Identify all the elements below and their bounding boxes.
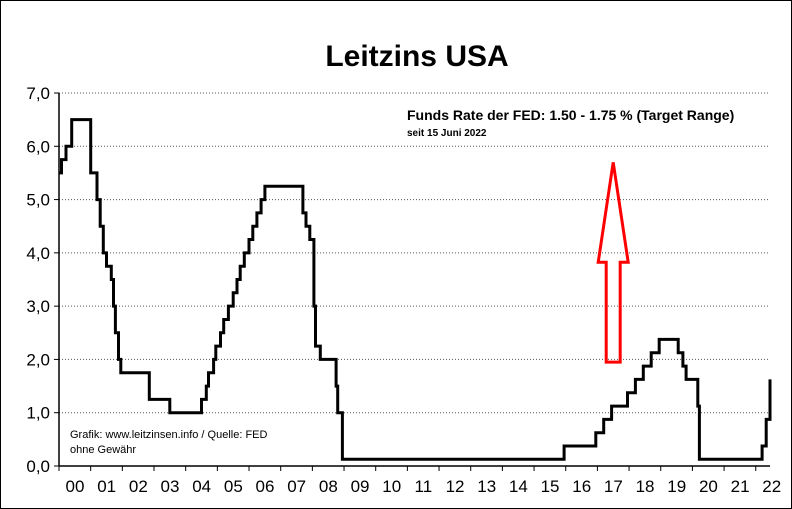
x-tick-label: 01 (97, 477, 116, 496)
funds-rate-annotation: Funds Rate der FED: 1.50 - 1.75 % (Targe… (407, 107, 734, 123)
y-tick-label: 4,0 (26, 244, 50, 263)
disclaimer: ohne Gewähr (70, 444, 136, 456)
x-tick-label: 09 (351, 477, 370, 496)
y-tick-label: 0,0 (26, 457, 50, 476)
x-tick-label: 17 (604, 477, 623, 496)
x-tick-label: 20 (699, 477, 718, 496)
x-tick-label: 04 (192, 477, 211, 496)
x-tick-label: 02 (129, 477, 148, 496)
x-tick-label: 22 (762, 477, 781, 496)
increase-arrow-icon (596, 162, 630, 364)
x-tick-label: 10 (382, 477, 401, 496)
x-tick-label: 19 (667, 477, 686, 496)
x-tick-label: 14 (509, 477, 528, 496)
x-tick-label: 18 (636, 477, 655, 496)
y-tick-label: 5,0 (26, 191, 50, 210)
x-axis-ticks: 00 01 02 03 04 05 06 07 08 09 10 11 12 13 14 15 16 17 18 19… (58, 466, 781, 496)
gridlines (59, 92, 770, 414)
x-tick-label: 03 (161, 477, 180, 496)
source-credit: Grafik: www.leitzinsen.info / Quelle: FE… (70, 429, 268, 441)
y-tick-label: 7,0 (26, 84, 50, 103)
chart-title: Leitzins USA (325, 40, 508, 73)
y-tick-label: 1,0 (26, 404, 50, 423)
y-tick-label: 3,0 (26, 297, 50, 316)
x-tick-label: 13 (477, 477, 496, 496)
x-tick-label: 15 (541, 477, 560, 496)
x-tick-label: 06 (256, 477, 275, 496)
x-tick-label: 16 (572, 477, 591, 496)
y-axis-ticks: 0,0 1,0 2,0 3,0 4,0 5,0 6,0 7,0 (26, 84, 59, 476)
x-tick-label: 07 (287, 477, 306, 496)
x-tick-label: 08 (319, 477, 338, 496)
x-tick-label: 21 (731, 477, 750, 496)
x-tick-label: 00 (66, 477, 85, 496)
since-date-annotation: seit 15 Juni 2022 (407, 128, 487, 139)
series-group (59, 118, 772, 461)
x-tick-label: 11 (415, 477, 433, 496)
y-tick-label: 6,0 (26, 137, 50, 156)
x-tick-label: 05 (224, 477, 243, 496)
series-line-leitzins (59, 118, 772, 461)
y-tick-label: 2,0 (26, 350, 50, 369)
x-tick-label: 12 (446, 477, 465, 496)
